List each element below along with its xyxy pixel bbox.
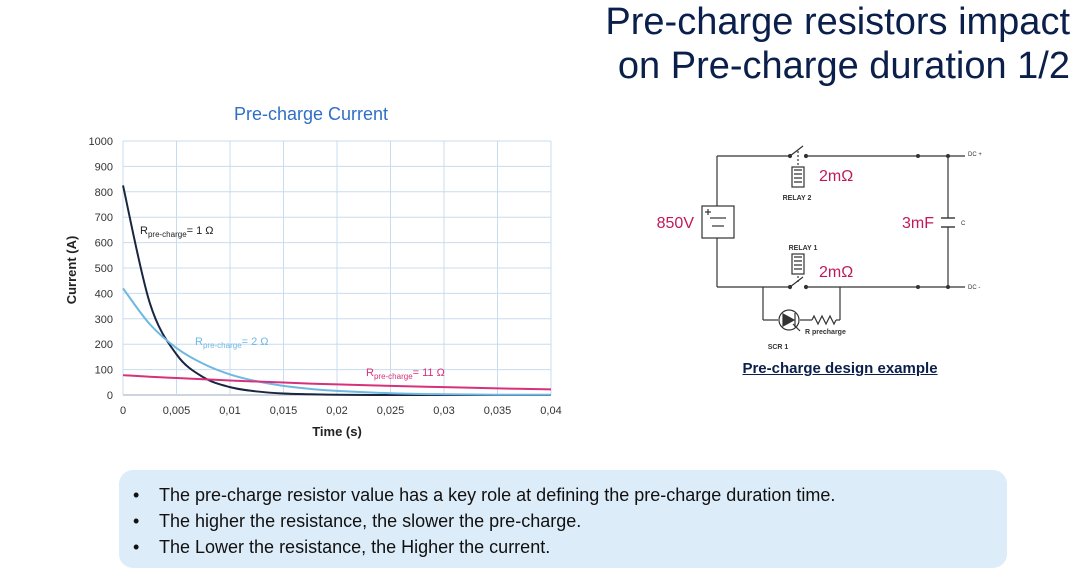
notes-list: The pre-charge resistor value has a key … xyxy=(119,470,1007,560)
relay-2-label: RELAY 2 xyxy=(783,195,812,202)
relay-1-coil-icon xyxy=(791,253,805,275)
scr-icon xyxy=(778,309,801,332)
y-axis-label: Current (A) xyxy=(64,236,79,305)
series-label: Rpre-charge= 2 Ω xyxy=(195,336,269,350)
note-item: The higher the resistance, the slower th… xyxy=(133,508,1007,534)
y-tick-label: 600 xyxy=(95,238,113,250)
chart-series xyxy=(122,185,552,397)
series-line xyxy=(122,287,552,396)
relay-2-coil-icon xyxy=(791,166,805,188)
chart-title: Pre-charge Current xyxy=(234,104,388,124)
precharge-resistor-label: R precharge xyxy=(805,329,846,336)
y-tick-label: 200 xyxy=(95,339,113,351)
x-axis-ticks: 0 0,005 0,01 0,015 0,02 0,025 0,03 0,035 0,04 xyxy=(120,405,562,417)
circuit-wires xyxy=(716,155,965,321)
y-tick-label: 100 xyxy=(95,365,113,377)
x-tick-label: 0 xyxy=(120,405,126,417)
dc-minus-label: DC - xyxy=(968,285,980,291)
x-tick-label: 0,025 xyxy=(377,405,405,417)
slide-title: Pre-charge resistors impact on Pre-charg… xyxy=(430,0,1070,88)
y-tick-label: 800 xyxy=(95,187,113,199)
notes-box: The pre-charge resistor value has a key … xyxy=(119,470,1007,568)
relay-1-switch-icon xyxy=(787,276,809,290)
chart-grid xyxy=(122,140,552,396)
scr-label: SCR 1 xyxy=(768,344,789,351)
x-tick-label: 0,02 xyxy=(326,405,347,417)
series-line xyxy=(122,374,552,391)
relay-2-switch-icon xyxy=(787,145,809,166)
circuit-junctions xyxy=(916,154,950,289)
y-tick-label: 1000 xyxy=(89,136,113,148)
precharge-resistor-icon xyxy=(811,314,837,326)
y-tick-label: 400 xyxy=(95,288,113,300)
x-tick-label: 0,015 xyxy=(270,405,298,417)
y-tick-label: 0 xyxy=(107,390,113,402)
series-label: Rpre-charge= 11 Ω xyxy=(366,367,445,381)
voltage-label: 850V xyxy=(657,215,695,232)
capacitor-icon xyxy=(941,217,955,228)
y-axis-ticks: 0 100 200 300 400 500 600 700 800 900 1000 xyxy=(89,136,113,402)
y-tick-label: 500 xyxy=(95,263,113,275)
capacitor-label: C xyxy=(961,221,966,227)
series-labels: Rpre-charge= 1 Ω Rpre-charge= 2 Ω Rpre-cha… xyxy=(140,225,445,381)
x-tick-label: 0,005 xyxy=(163,405,191,417)
y-tick-label: 300 xyxy=(95,314,113,326)
y-tick-label: 700 xyxy=(95,212,113,224)
x-axis-label: Time (s) xyxy=(312,424,362,439)
slide-title-line-1: Pre-charge resistors impact xyxy=(605,1,1070,43)
x-tick-label: 0,03 xyxy=(433,405,454,417)
y-tick-label: 900 xyxy=(95,161,113,173)
note-item: The pre-charge resistor value has a key … xyxy=(133,482,1007,508)
relay-1-label: RELAY 1 xyxy=(789,245,818,252)
note-item: The Lower the resistance, the Higher the… xyxy=(133,534,1007,560)
x-tick-label: 0,035 xyxy=(484,405,512,417)
relay-1-resistance-label: 2mΩ xyxy=(819,264,853,281)
battery-icon xyxy=(701,205,735,239)
x-tick-label: 0,04 xyxy=(540,405,561,417)
series-label: Rpre-charge= 1 Ω xyxy=(140,225,214,239)
x-tick-label: 0,01 xyxy=(219,405,240,417)
dc-plus-label: DC + xyxy=(968,152,982,158)
capacitance-label: 3mF xyxy=(902,215,934,232)
relay-2-resistance-label: 2mΩ xyxy=(819,168,853,185)
slide-title-line-2: on Pre-charge duration 1/2 xyxy=(617,45,1070,87)
circuit-caption: Pre-charge design example xyxy=(742,360,938,377)
